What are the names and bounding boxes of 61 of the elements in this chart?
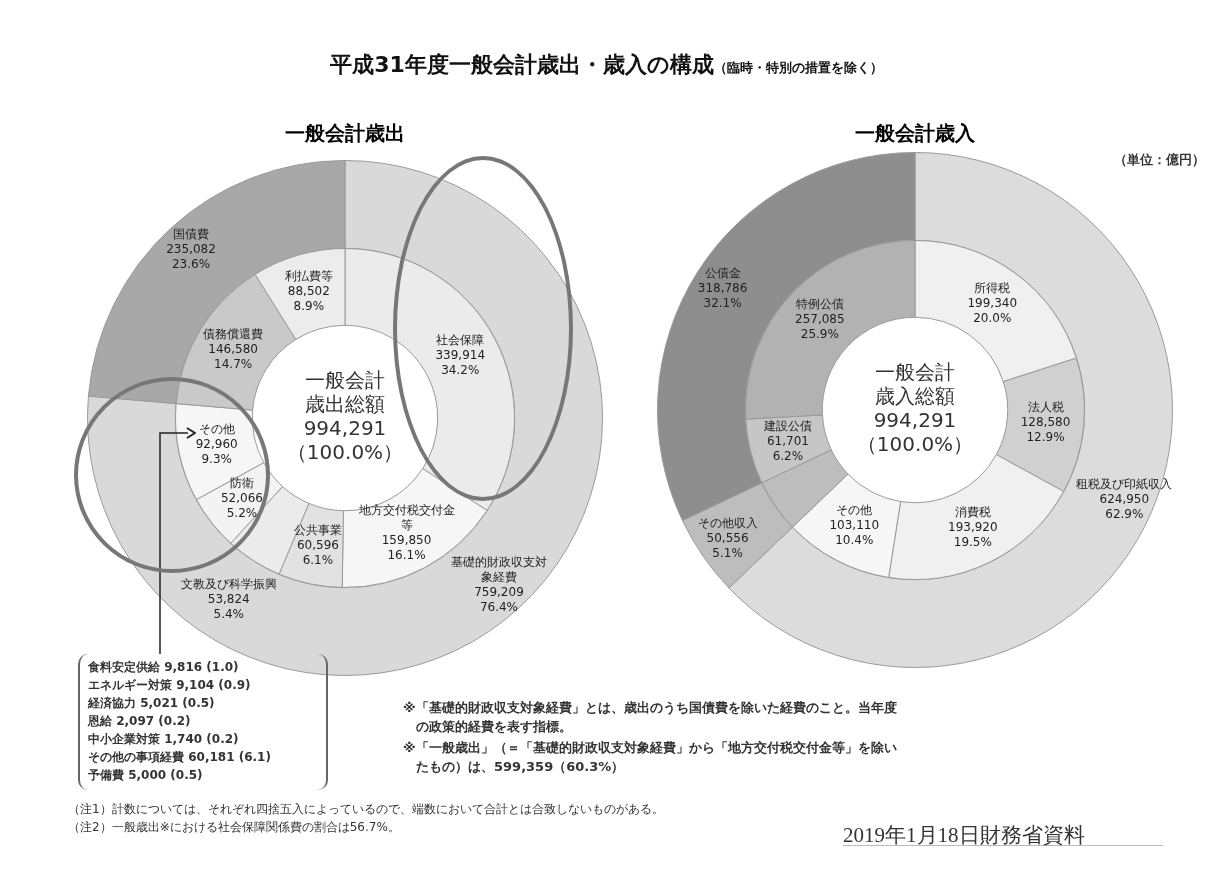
slice-label: 租税及び印紙収入 — [1076, 476, 1173, 491]
data-label: 61,701 6.2% — [766, 434, 809, 464]
slice-label: 法人税 — [1027, 399, 1064, 414]
text: 994,291 — [302, 416, 388, 440]
text: （単位：億円） — [1113, 151, 1205, 169]
text: 食料安定供給 9,816 (1.0) — [88, 659, 240, 676]
text: （注2）一般歳出※における社会保障関係費の割合は56.7%。 — [68, 819, 401, 836]
slice-label: 公債金 — [704, 265, 741, 280]
text: 994,291 — [872, 408, 958, 432]
data-label: 759,209 76.4% — [474, 585, 524, 615]
data-label: 193,920 19.5% — [948, 519, 998, 549]
text: 一般会計歳出総額 — [304, 368, 386, 416]
text: 中小企業対策 1,740 (0.2) — [88, 731, 240, 748]
text: （100.0%） — [285, 440, 405, 464]
text: その他の事項経費 60,181 (6.1) — [88, 749, 271, 766]
slice-label: 債務償還費 — [203, 326, 264, 341]
slice-label: 基礎的財政収支対象経費 — [450, 555, 547, 585]
data-label: 92,960 9.3% — [195, 437, 238, 467]
slice-label: 消費税 — [954, 504, 991, 519]
data-label: 50,556 5.1% — [706, 531, 749, 561]
data-label: 624,950 62.9% — [1099, 491, 1150, 521]
data-label: 103,110 10.4% — [829, 518, 880, 548]
slice-label: 文教及び科学振興 — [180, 576, 277, 591]
slice-label: 地方交付税交付金等 — [357, 503, 455, 533]
data-label: 88,502 8.9% — [287, 284, 330, 314]
data-label: 52,066 5.2% — [220, 491, 263, 521]
text: ※「基礎的財政収支対象経費」とは、歳出のうち国債費を除いた経費のこと。当年度の政策的経費を表す指標。 — [403, 699, 898, 736]
data-label: 235,082 23.6% — [166, 242, 216, 272]
chart-title: 一般会計歳入 — [854, 120, 976, 147]
data-label: 53,824 5.4% — [207, 591, 250, 621]
text: 2019年1月18日財務省資料 — [843, 823, 1163, 847]
text: 平成31年度一般会計歳出・歳入の構成 — [330, 52, 714, 77]
data-label: 318,786 32.1% — [697, 280, 748, 310]
slice-label: その他収入 — [697, 516, 758, 531]
slice-label: 特例公債 — [795, 296, 844, 311]
slice-label: その他 — [836, 503, 873, 518]
text: （注1）計数については、それぞれ四捨五入によっているので、端数において合計とは合致しないものがある。 — [68, 801, 665, 818]
slice-label: 国債費 — [173, 227, 210, 242]
chart-title: 一般会計歳出 — [284, 120, 406, 147]
data-label: 199,340 20.0% — [967, 296, 1018, 326]
data-label: 60,596 6.1% — [296, 538, 339, 568]
text: ※「一般歳出」（＝「基礎的財政収支対象経費」から「地方交付税交付金等」を除いたもの）は、599,359（60.3%） — [403, 739, 898, 776]
slice-label: その他 — [198, 422, 235, 437]
slice-label: 利払費等 — [284, 269, 333, 284]
text: 恩給 2,097 (0.2) — [88, 713, 192, 730]
slice-label: 社会保障 — [436, 332, 485, 347]
slice-label: 公共事業 — [293, 523, 342, 538]
text: 一般会計歳入総額 — [874, 360, 956, 408]
slice-label: 所得税 — [974, 281, 1011, 296]
data-label: 146,580 14.7% — [208, 341, 258, 371]
data-label: 128,580 12.9% — [1020, 414, 1071, 444]
text: （臨時・特別の措置を除く） — [713, 60, 883, 75]
text: （100.0%） — [855, 432, 975, 456]
text: 経済協力 5,021 (0.5) — [88, 695, 216, 712]
data-label: 257,085 25.9% — [795, 311, 845, 341]
data-label: 159,850 16.1% — [381, 533, 432, 563]
slice-label: 防衛 — [229, 476, 254, 491]
slice-label: 建設公債 — [762, 419, 812, 434]
text: エネルギー対策 9,104 (0.9) — [88, 677, 252, 694]
text: 予備費 5,000 (0.5) — [88, 767, 204, 784]
data-label: 339,914 34.2% — [435, 347, 486, 377]
